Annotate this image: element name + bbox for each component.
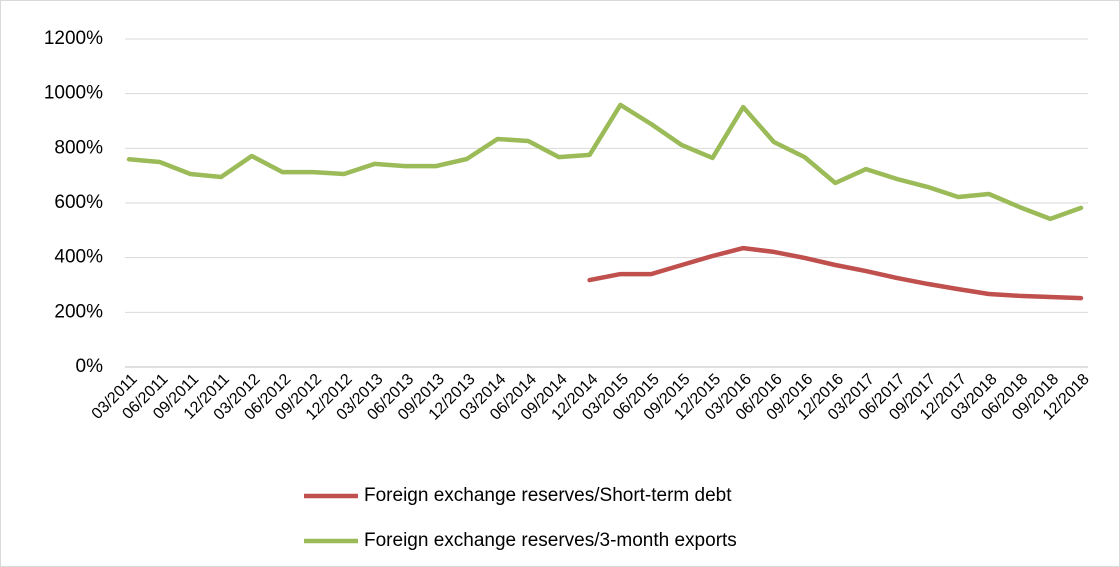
- y-tick-label: 600%: [54, 192, 103, 213]
- y-tick-label: 0%: [76, 356, 104, 377]
- series-line: [126, 102, 1084, 222]
- legend-label: Foreign exchange reserves/3-month export…: [364, 530, 737, 551]
- y-tick-label: 400%: [54, 247, 103, 268]
- y-tick-label: 800%: [54, 137, 103, 158]
- y-tick-label: 1200%: [44, 28, 103, 49]
- y-tick-label: 1000%: [44, 83, 103, 104]
- y-tick-label: 200%: [54, 301, 103, 322]
- legend-label: Foreign exchange reserves/Short-term deb…: [364, 485, 732, 506]
- series-line: [587, 245, 1084, 301]
